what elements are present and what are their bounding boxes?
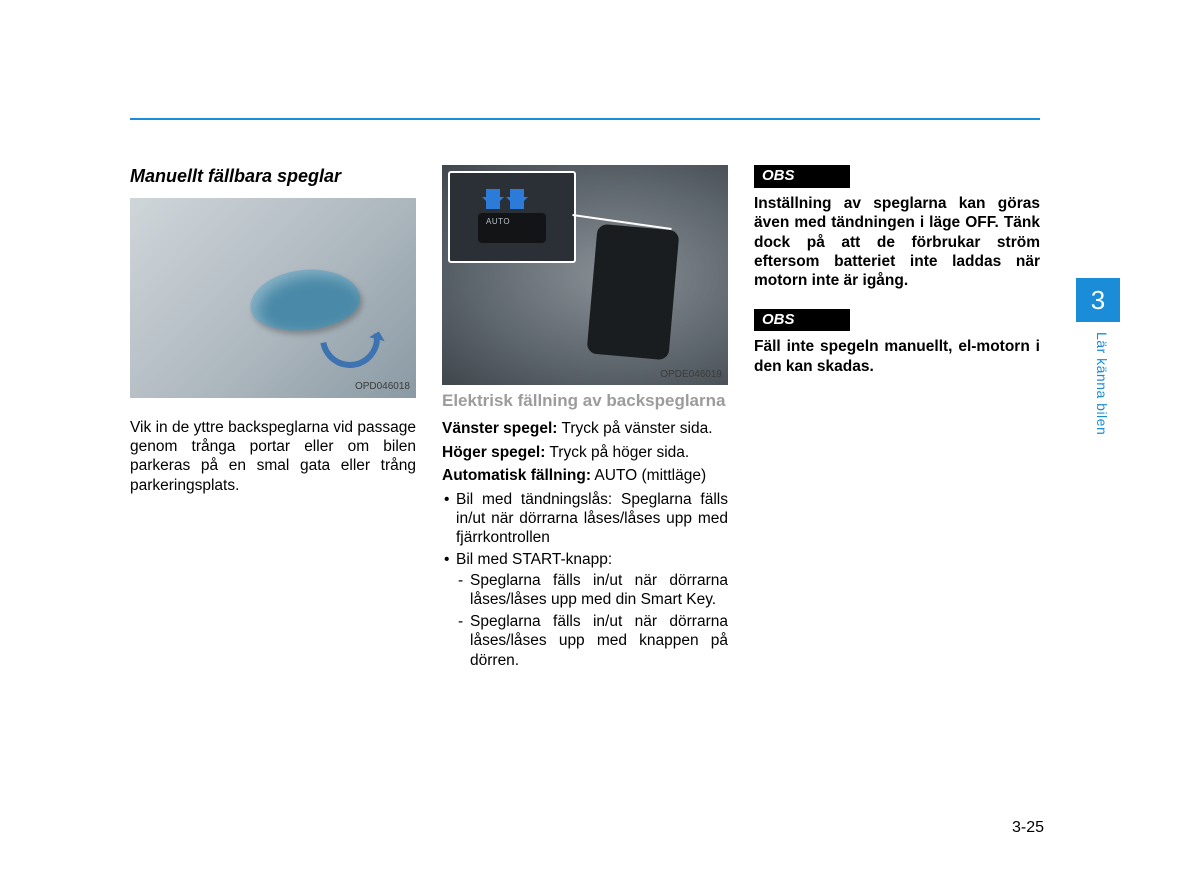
def-auto: Automatisk fällning: AUTO (mittläge)	[442, 466, 728, 485]
obs-heading-1: OBS	[754, 165, 850, 188]
chapter-running-title: Lär känna bilen	[1094, 332, 1110, 435]
section-title-manual: Manuellt fällbara speglar	[130, 165, 416, 188]
figure-code-1: OPD046018	[355, 381, 410, 394]
list-item: Speglarna fälls in/ut när dörrarna låses…	[456, 612, 728, 670]
list-item: Bil med START-knapp: Speglarna fälls in/…	[442, 550, 728, 670]
figure-code-2: OPDE046019	[660, 369, 722, 382]
figure-manual-mirror: OPD046018	[130, 198, 416, 398]
figure-electric-mirror: AUTO OPDE046019	[442, 165, 728, 385]
arrow-down-icon	[486, 189, 500, 209]
def-left-mirror: Vänster spegel: Tryck på vänster sida.	[442, 419, 728, 438]
list-item: Bil med tändningslås: Speglarna fälls in…	[442, 490, 728, 548]
def-label: Automatisk fällning:	[442, 467, 591, 484]
bullet-list: Bil med tändningslås: Speglarna fälls in…	[442, 490, 728, 670]
column-3: OBS Inställning av speglarna kan göras ä…	[754, 165, 1040, 672]
arrow-down-icon	[510, 189, 524, 209]
def-label: Vänster spegel:	[442, 420, 557, 437]
page-number: 3-25	[1012, 819, 1044, 837]
chapter-tab: 3	[1076, 278, 1120, 322]
electric-caption: Elektrisk fällning av backspeglarna	[442, 391, 728, 411]
def-text: Tryck på vänster sida.	[557, 420, 712, 437]
content-area: Manuellt fällbara speglar OPD046018 Vik …	[130, 165, 1040, 672]
top-rule	[130, 118, 1040, 120]
obs-text-1: Inställning av speglarna kan göras även …	[754, 194, 1040, 291]
def-text: Tryck på höger sida.	[545, 444, 689, 461]
list-item: Speglarna fälls in/ut när dörrarna låses…	[456, 571, 728, 610]
def-label: Höger spegel:	[442, 444, 545, 461]
manual-body-text: Vik in de yttre backspeglarna vid passag…	[130, 418, 416, 496]
list-item-text: Bil med START-knapp:	[456, 551, 612, 568]
def-right-mirror: Höger spegel: Tryck på höger sida.	[442, 443, 728, 462]
figure-inset: AUTO	[448, 171, 576, 263]
column-1: Manuellt fällbara speglar OPD046018 Vik …	[130, 165, 416, 672]
obs-heading-2: OBS	[754, 309, 850, 332]
column-2: AUTO OPDE046019 Elektrisk fällning av ba…	[442, 165, 728, 672]
obs-text-2: Fäll inte spegeln manuellt, el-motorn i …	[754, 337, 1040, 376]
def-text: AUTO (mittläge)	[591, 467, 706, 484]
door-switch-panel-graphic	[586, 224, 679, 361]
dash-list: Speglarna fälls in/ut när dörrarna låses…	[456, 571, 728, 670]
